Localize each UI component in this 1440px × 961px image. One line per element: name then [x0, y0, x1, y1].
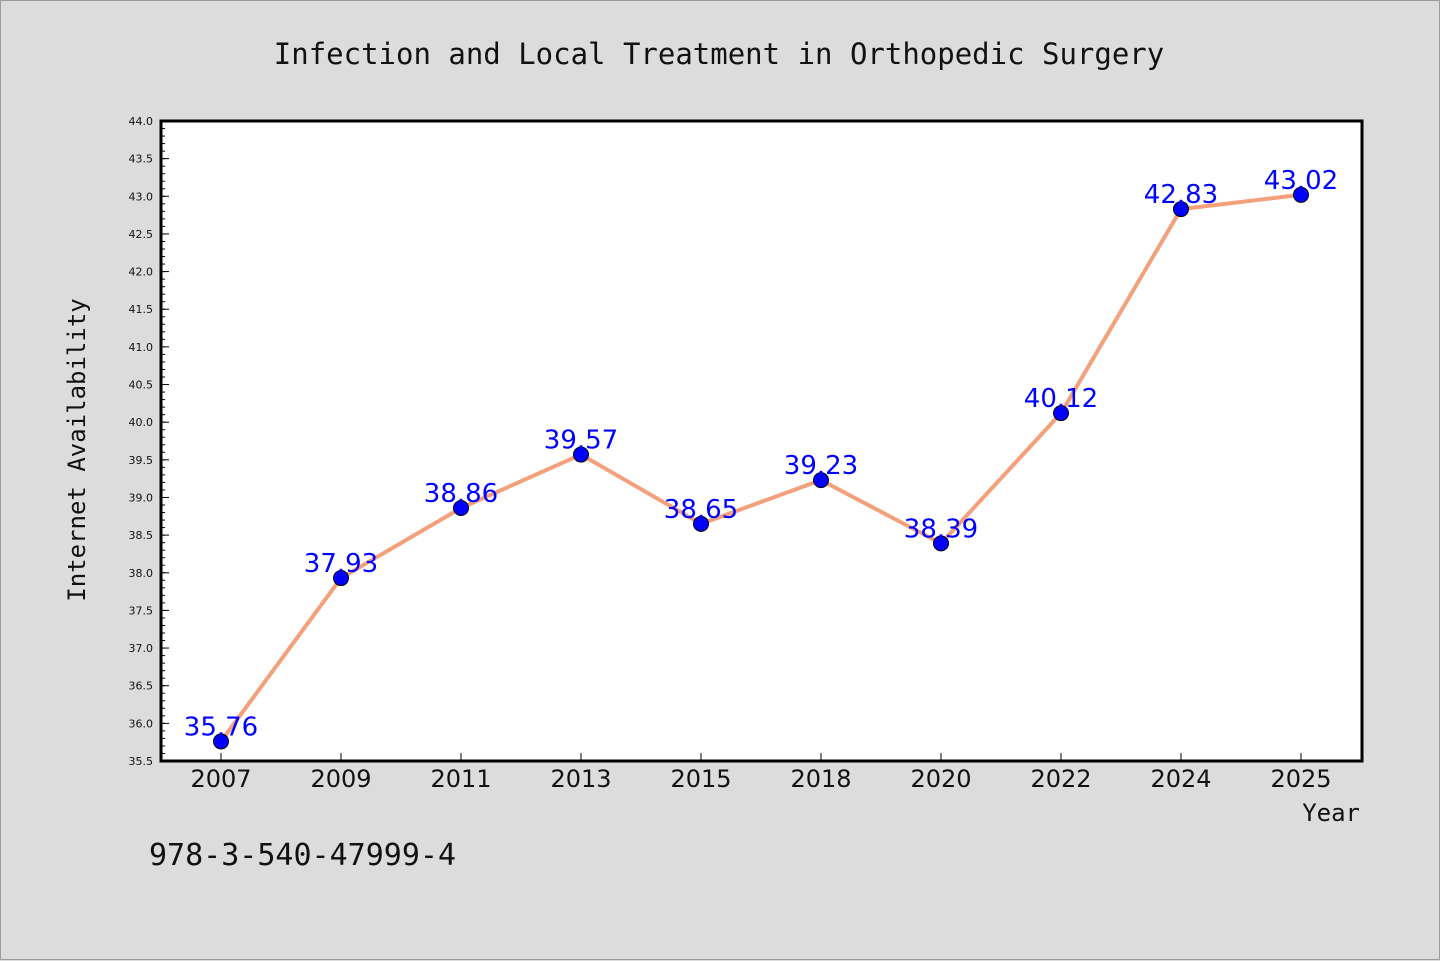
x-tick-label: 2025: [1270, 765, 1331, 793]
y-tick-label: 36.0: [129, 717, 154, 730]
y-axis-label: Internet Availability: [63, 298, 91, 601]
y-tick-label: 39.5: [129, 454, 154, 467]
y-tick-label: 40.0: [129, 416, 154, 429]
data-label: 39.57: [544, 426, 618, 456]
data-point: [933, 535, 949, 552]
data-label: 40.12: [1024, 384, 1098, 414]
data-point: [573, 446, 589, 463]
y-tick-label: 36.5: [129, 680, 154, 693]
x-tick-label: 2009: [310, 765, 371, 793]
y-tick-label: 42.0: [129, 266, 154, 279]
data-point: [1293, 186, 1309, 203]
chart-title: Infection and Local Treatment in Orthope…: [274, 37, 1164, 71]
x-tick-label: 2013: [550, 765, 611, 793]
y-tick-label: 43.5: [129, 153, 154, 166]
data-label: 37.93: [304, 549, 378, 579]
x-tick-label: 2022: [1030, 765, 1091, 793]
y-tick-label: 38.0: [129, 567, 154, 580]
data-labels: 35.76 37.93 38.86 39.57 38.65 39.23 38.39 40.12…: [184, 166, 1338, 743]
y-tick-label: 35.5: [129, 755, 154, 768]
data-point: [333, 570, 349, 587]
y-tick-label: 41.0: [129, 341, 154, 354]
x-tick-label: 2007: [190, 765, 251, 793]
data-label: 38.65: [664, 495, 738, 525]
x-tick-label: 2015: [670, 765, 731, 793]
y-tick-label: 41.5: [129, 303, 154, 316]
y-tick-label: 42.5: [129, 228, 154, 241]
series-layer: [213, 186, 1309, 750]
y-tick-label: 44.0: [129, 115, 154, 128]
y-tick-label: 39.0: [129, 491, 154, 504]
x-axis: 2007 2009 2011 2013 2015 2018 2020 2022 2024 2025: [190, 753, 1332, 793]
x-axis-label: Year: [1302, 799, 1360, 827]
x-tick-label: 2024: [1150, 765, 1211, 793]
data-label: 35.76: [184, 712, 258, 742]
data-label: 42.83: [1144, 180, 1218, 210]
y-tick-label: 38.5: [129, 529, 154, 542]
data-point: [213, 733, 229, 750]
y-tick-label: 43.0: [129, 190, 154, 203]
y-axis: 35.5 36.0 36.5 37.0 37.5 38.0 38.5 39.0 39.5 40.0…: [129, 115, 169, 768]
data-label: 43.02: [1264, 166, 1338, 196]
y-tick-label: 37.0: [129, 642, 154, 655]
data-point: [693, 515, 709, 532]
data-label: 38.86: [424, 479, 498, 509]
x-tick-label: 2011: [430, 765, 491, 793]
data-point: [1173, 201, 1189, 218]
isbn-annotation: 978-3-540-47999-4: [149, 838, 456, 873]
data-label: 39.23: [784, 451, 858, 481]
data-label: 38.39: [904, 514, 978, 544]
data-point: [1053, 405, 1069, 422]
data-point: [453, 500, 469, 517]
plot-area: [159, 119, 1364, 763]
data-point: [813, 472, 829, 489]
y-tick-label: 40.5: [129, 379, 154, 392]
y-tick-label: 37.5: [129, 604, 154, 617]
x-tick-label: 2018: [790, 765, 851, 793]
x-tick-label: 2020: [910, 765, 971, 793]
series-line: [219, 192, 1303, 744]
